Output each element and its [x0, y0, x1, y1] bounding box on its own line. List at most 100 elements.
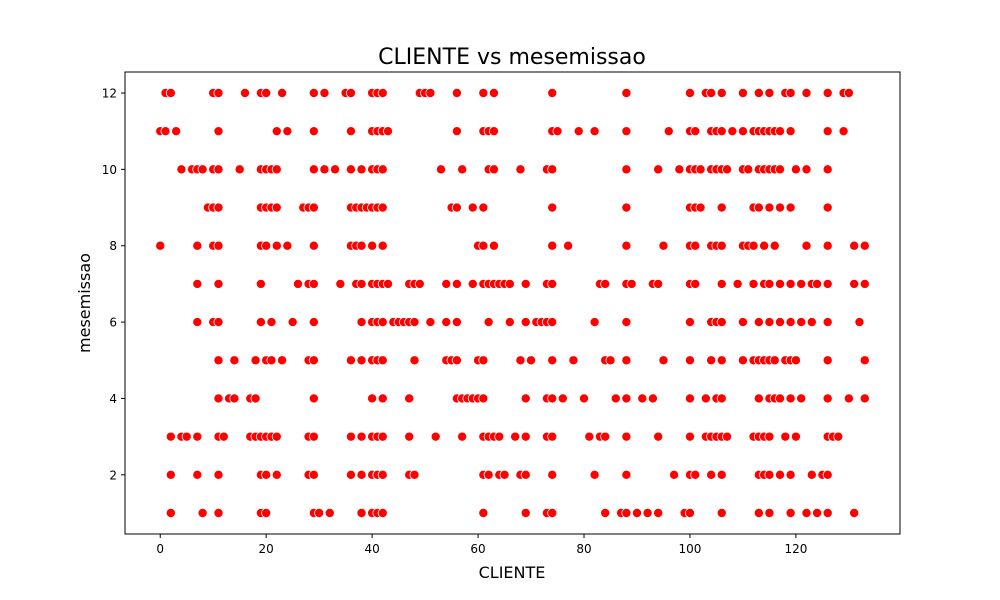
- data-point: [716, 393, 727, 404]
- data-point: [377, 164, 388, 175]
- data-point: [600, 278, 611, 289]
- data-point: [478, 240, 489, 251]
- data-point: [674, 164, 685, 175]
- data-point: [383, 126, 394, 137]
- x-tick-label: 100: [679, 542, 702, 556]
- data-point: [716, 278, 727, 289]
- data-point: [261, 469, 272, 480]
- data-point: [822, 507, 833, 518]
- data-point: [356, 317, 367, 328]
- data-point: [377, 202, 388, 213]
- data-point: [414, 278, 425, 289]
- data-point: [287, 317, 298, 328]
- data-point: [192, 278, 203, 289]
- data-point: [621, 317, 632, 328]
- data-point: [822, 88, 833, 99]
- data-point: [457, 431, 468, 442]
- data-point: [801, 88, 812, 99]
- data-point: [504, 278, 515, 289]
- data-point: [737, 355, 748, 366]
- data-point: [213, 126, 224, 137]
- data-point: [806, 469, 817, 480]
- data-point: [547, 507, 558, 518]
- data-point: [547, 164, 558, 175]
- data-point: [764, 507, 775, 518]
- data-point: [859, 278, 870, 289]
- data-point: [621, 202, 632, 213]
- data-point: [631, 507, 642, 518]
- data-point: [621, 164, 632, 175]
- x-tick-label: 20: [259, 542, 274, 556]
- data-point: [684, 507, 695, 518]
- data-point: [404, 393, 415, 404]
- data-point: [335, 278, 346, 289]
- y-tick-label: 10: [102, 163, 117, 177]
- data-point: [706, 355, 717, 366]
- data-point: [859, 240, 870, 251]
- data-point: [197, 507, 208, 518]
- data-point: [764, 317, 775, 328]
- data-point: [737, 88, 748, 99]
- data-point: [356, 355, 367, 366]
- data-point: [584, 431, 595, 442]
- data-point: [377, 393, 388, 404]
- data-point: [690, 469, 701, 480]
- data-point: [716, 355, 727, 366]
- data-point: [356, 278, 367, 289]
- data-point: [653, 431, 664, 442]
- data-point: [753, 317, 764, 328]
- data-point: [547, 393, 558, 404]
- data-point: [764, 469, 775, 480]
- data-point: [552, 126, 563, 137]
- data-point: [435, 164, 446, 175]
- data-point: [282, 240, 293, 251]
- data-point: [404, 431, 415, 442]
- data-point: [822, 126, 833, 137]
- y-axis-label: mesemissao: [75, 253, 94, 353]
- data-point: [451, 126, 462, 137]
- data-point: [213, 393, 224, 404]
- data-point: [579, 393, 590, 404]
- data-point: [451, 278, 462, 289]
- data-point: [441, 278, 452, 289]
- data-point: [229, 393, 240, 404]
- data-point: [838, 126, 849, 137]
- data-point: [775, 202, 786, 213]
- data-point: [356, 469, 367, 480]
- y-tick-label: 2: [109, 468, 117, 482]
- data-point: [785, 126, 796, 137]
- data-point: [637, 393, 648, 404]
- data-point: [658, 355, 669, 366]
- x-tick-label: 80: [576, 542, 591, 556]
- data-point: [255, 317, 266, 328]
- data-point: [488, 126, 499, 137]
- data-point: [785, 469, 796, 480]
- data-point: [165, 507, 176, 518]
- data-point: [722, 431, 733, 442]
- data-point: [271, 164, 282, 175]
- data-point: [716, 507, 727, 518]
- data-point: [589, 126, 600, 137]
- data-point: [695, 164, 706, 175]
- data-point: [605, 355, 616, 366]
- data-point: [769, 355, 780, 366]
- data-point: [308, 126, 319, 137]
- points-layer: [155, 88, 870, 518]
- data-point: [255, 278, 266, 289]
- y-axis-ticks: 2 4 6 8 10 12: [102, 87, 125, 482]
- data-point: [213, 355, 224, 366]
- data-point: [483, 317, 494, 328]
- data-point: [568, 355, 579, 366]
- data-point: [706, 88, 717, 99]
- data-point: [324, 507, 335, 518]
- data-point: [520, 507, 531, 518]
- data-point: [790, 355, 801, 366]
- data-point: [377, 355, 388, 366]
- data-point: [573, 126, 584, 137]
- data-point: [181, 431, 192, 442]
- data-point: [520, 317, 531, 328]
- data-point: [271, 202, 282, 213]
- x-tick-label: 0: [156, 542, 164, 556]
- data-point: [451, 317, 462, 328]
- data-point: [330, 164, 341, 175]
